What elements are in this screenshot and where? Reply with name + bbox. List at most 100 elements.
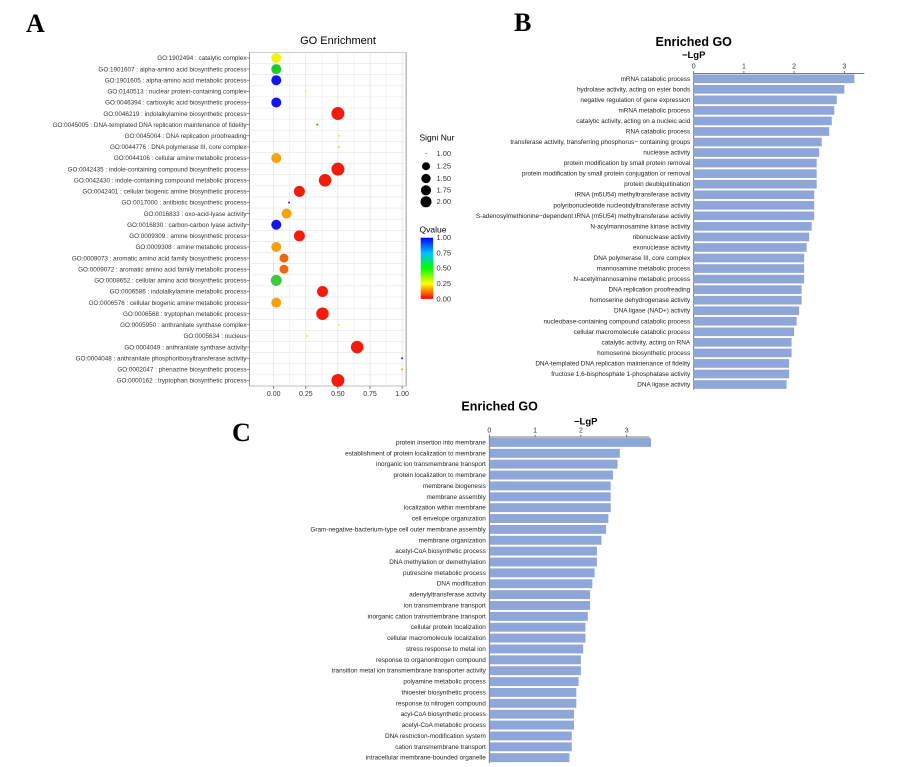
svg-text:1.25: 1.25	[437, 162, 452, 171]
svg-text:1.75: 1.75	[437, 186, 452, 195]
svg-text:exonuclease activity: exonuclease activity	[633, 244, 691, 251]
svg-text:Signi Nur: Signi Nur	[420, 133, 455, 143]
svg-text:N-acylmannosamine kinase activ: N-acylmannosamine kinase activity	[590, 223, 691, 230]
svg-text:GO:0017000 : antibiotic biosyn: GO:0017000 : antibiotic biosynthetic pro…	[122, 200, 247, 207]
svg-text:0.00: 0.00	[267, 391, 281, 398]
svg-text:protein localization to membra: protein localization to membrane	[393, 472, 486, 479]
svg-text:GO:0006576 : cellular biogenic: GO:0006576 : cellular biogenic amine met…	[89, 300, 247, 307]
svg-text:GO:0046394 : carboxylic acid b: GO:0046394 : carboxylic acid biosyntheti…	[105, 100, 246, 107]
svg-text:establishment of protein local: establishment of protein localization to…	[345, 450, 486, 457]
svg-text:GO:0042430 : indole-containing: GO:0042430 : indole-containing compound …	[74, 177, 247, 184]
svg-text:membrane biogenesis: membrane biogenesis	[423, 483, 486, 490]
svg-text:protein insertion into membran: protein insertion into membrane	[396, 439, 486, 446]
svg-text:GO:1901607 : alpha-amino acid: GO:1901607 : alpha-amino acid biosynthet…	[98, 66, 246, 73]
svg-text:thioester biosynthetic process: thioester biosynthetic process	[402, 689, 486, 696]
svg-text:0.50: 0.50	[437, 264, 452, 273]
svg-text:1.00: 1.00	[437, 233, 452, 242]
svg-text:0: 0	[487, 427, 491, 434]
svg-text:1: 1	[742, 64, 746, 71]
svg-text:0.50: 0.50	[331, 391, 345, 398]
svg-text:GO:0004048 : anthranilate phos: GO:0004048 : anthranilate phosphoribosyl…	[76, 355, 248, 362]
svg-text:membrane assembly: membrane assembly	[426, 494, 486, 501]
svg-text:adenylyltransferase activity: adenylyltransferase activity	[409, 592, 487, 599]
svg-text:DNA polymerase III, core compl: DNA polymerase III, core complex	[594, 255, 691, 262]
svg-text:putrescine metabolic process: putrescine metabolic process	[403, 570, 486, 577]
svg-text:ribonuclease activity: ribonuclease activity	[633, 234, 691, 241]
svg-text:2.00: 2.00	[437, 197, 452, 206]
svg-text:Gram-negative-bacterium-type c: Gram-negative-bacterium-type cell outer …	[310, 526, 486, 533]
svg-text:response to nitrogen compound: response to nitrogen compound	[396, 700, 486, 707]
svg-text:DNA replication proofreading: DNA replication proofreading	[608, 287, 690, 294]
svg-text:GO:0009308 : amine metabolic p: GO:0009308 : amine metabolic process	[136, 244, 247, 251]
svg-text:cellular protein localization: cellular protein localization	[411, 624, 486, 631]
svg-text:GO:0042401 : cellular biogenic: GO:0042401 : cellular biogenic amine bio…	[82, 189, 246, 196]
svg-text:GO:0016833 : oxo-acid-lyase ac: GO:0016833 : oxo-acid-lyase activity	[144, 211, 248, 218]
svg-text:DNA methylation or demethylati: DNA methylation or demethylation	[389, 559, 486, 566]
svg-text:1: 1	[533, 427, 537, 434]
svg-text:membrane organization: membrane organization	[419, 537, 487, 544]
svg-text:polyamine metabolic process: polyamine metabolic process	[403, 679, 485, 686]
svg-text:mannosamine metabolic process: mannosamine metabolic process	[597, 266, 690, 273]
svg-text:hydrolase activity, acting on: hydrolase activity, acting on ester bond…	[577, 86, 690, 93]
svg-text:acyl-CoA biosynthetic process: acyl-CoA biosynthetic process	[401, 711, 486, 718]
svg-text:1.00: 1.00	[395, 391, 409, 398]
svg-text:ion transmembrane transport: ion transmembrane transport	[404, 602, 486, 609]
svg-text:localization within membrane: localization within membrane	[404, 505, 486, 512]
svg-text:GO:0002047 : phenazine biosynt: GO:0002047 : phenazine biosynthetic proc…	[117, 367, 246, 374]
svg-text:DNA restriction-modification s: DNA restriction-modification system	[385, 733, 486, 740]
svg-text:GO:0140513 : nuclear protein-c: GO:0140513 : nuclear protein-containing …	[108, 89, 248, 96]
svg-text:0.75: 0.75	[437, 248, 452, 257]
svg-text:GO:0045004 : DNA replication p: GO:0045004 : DNA replication proofreadin…	[125, 133, 247, 140]
svg-text:stress response to metal ion: stress response to metal ion	[406, 646, 486, 653]
svg-text:cellular macromolecule localiz: cellular macromolecule localization	[387, 635, 486, 642]
svg-text:catalytic activity, acting on: catalytic activity, acting on a nucleic …	[576, 118, 690, 125]
svg-text:GO:0006586 : indolalkylamine m: GO:0006586 : indolalkylamine metabolic p…	[110, 289, 247, 296]
svg-text:3: 3	[842, 64, 846, 71]
svg-text:GO:0005634 : nucleus: GO:0005634 : nucleus	[183, 333, 246, 340]
svg-text:0.25: 0.25	[437, 279, 452, 288]
svg-text:mRNA catabolic process: mRNA catabolic process	[621, 76, 691, 83]
svg-text:2: 2	[579, 427, 583, 434]
svg-text:transferase activity, transfer: transferase activity, transferring phosp…	[510, 139, 690, 146]
svg-text:N-acetylmannosamine metabolic: N-acetylmannosamine metabolic process	[573, 276, 690, 283]
svg-text:mRNA metabolic process: mRNA metabolic process	[618, 107, 690, 114]
svg-text:homoserine biosynthetic proces: homoserine biosynthetic process	[597, 350, 690, 357]
svg-text:S-adenosylmethionine−dependent: S-adenosylmethionine−dependent tRNA (m5U…	[476, 213, 691, 220]
svg-text:0: 0	[692, 64, 696, 71]
svg-text:GO:0044106 : cellular amine me: GO:0044106 : cellular amine metabolic pr…	[114, 155, 247, 162]
svg-text:GO:0008652 : cellular amino ac: GO:0008652 : cellular amino acid biosynt…	[94, 278, 246, 285]
svg-text:DNA-templated DNA replication: DNA-templated DNA replication maintenanc…	[535, 360, 691, 367]
svg-text:GO:0044776 : DNA polymerase II: GO:0044776 : DNA polymerase III, core co…	[110, 144, 247, 151]
svg-text:catalytic activity, acting on: catalytic activity, acting on RNA	[602, 339, 691, 346]
svg-text:DNA ligase activity: DNA ligase activity	[637, 382, 691, 389]
svg-text:RNA catabolic process: RNA catabolic process	[626, 128, 690, 135]
svg-text:0.25: 0.25	[299, 391, 313, 398]
svg-text:GO:0045005 : DNA-templated DNA: GO:0045005 : DNA-templated DNA replicati…	[53, 122, 248, 129]
svg-text:negative regulation of gene ex: negative regulation of gene expression	[580, 97, 690, 104]
svg-text:fructose 1,6-bisphosphate 1-ph: fructose 1,6-bisphosphate 1-phosphatase …	[551, 371, 691, 378]
svg-text:GO:0004049 : anthranilate synt: GO:0004049 : anthranilate synthase activ…	[124, 344, 247, 351]
svg-text:GO:1902494 : catalytic complex: GO:1902494 : catalytic complex	[157, 55, 247, 62]
svg-text:−LgP: −LgP	[574, 417, 598, 428]
svg-text:protein modification by small: protein modification by small protein re…	[564, 160, 690, 167]
svg-text:0.00: 0.00	[437, 294, 452, 303]
svg-text:GO:0009309 : amine biosyntheti: GO:0009309 : amine biosynthetic process	[129, 233, 246, 240]
svg-text:DNA ligase (NAD+) activity: DNA ligase (NAD+) activity	[614, 308, 691, 315]
svg-text:GO Enrichment: GO Enrichment	[300, 35, 376, 47]
svg-text:cation transmembrane transport: cation transmembrane transport	[395, 744, 486, 751]
svg-text:GO:0000162 : tryptophan biosyn: GO:0000162 : tryptophan biosynthetic pro…	[117, 378, 247, 385]
svg-text:nuclease activity: nuclease activity	[643, 150, 691, 157]
svg-text:DNA modification: DNA modification	[437, 581, 486, 588]
svg-text:Enriched GO: Enriched GO	[655, 35, 732, 49]
svg-text:GO:0006568 : tryptophan metabo: GO:0006568 : tryptophan metabolic proces…	[123, 311, 247, 318]
svg-text:response to organonitrogen com: response to organonitrogen compound	[376, 657, 486, 664]
svg-text:GO:1901605 : alpha-amino acid: GO:1901605 : alpha-amino acid metabolic …	[105, 77, 247, 84]
svg-text:acetyl-CoA biosynthetic proces: acetyl-CoA biosynthetic process	[395, 548, 486, 555]
svg-text:GO:0046219 : indolalkylamine b: GO:0046219 : indolalkylamine biosyntheti…	[103, 111, 246, 118]
svg-text:0.75: 0.75	[363, 391, 377, 398]
svg-text:GO:0016830 : carbon-carbon lya: GO:0016830 : carbon-carbon lyase activit…	[127, 222, 247, 229]
svg-text:GO:0009072 : aromatic amino ac: GO:0009072 : aromatic amino acid family …	[78, 266, 246, 273]
svg-text:GO:0009073 : aromatic amino ac: GO:0009073 : aromatic amino acid family …	[72, 255, 247, 262]
svg-text:Enriched GO: Enriched GO	[461, 399, 538, 413]
svg-text:acetyl-CoA metabolic process: acetyl-CoA metabolic process	[402, 722, 486, 729]
